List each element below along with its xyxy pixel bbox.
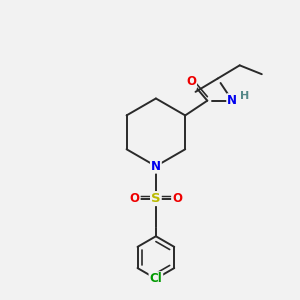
Text: O: O [186,75,196,88]
Text: O: O [130,192,140,205]
Text: H: H [240,91,249,101]
Text: Cl: Cl [149,272,162,285]
Text: O: O [172,192,182,205]
Text: N: N [227,94,237,107]
Text: S: S [151,192,161,205]
Text: N: N [151,160,161,173]
